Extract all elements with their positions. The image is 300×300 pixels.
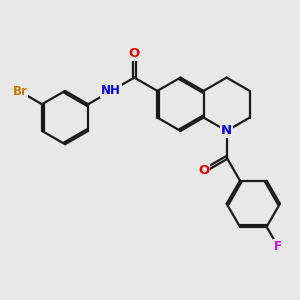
Text: F: F [274, 240, 282, 253]
Text: O: O [129, 47, 140, 60]
Text: O: O [198, 164, 209, 177]
Text: NH: NH [101, 84, 121, 98]
Text: Br: Br [13, 85, 28, 98]
Text: N: N [221, 124, 232, 137]
